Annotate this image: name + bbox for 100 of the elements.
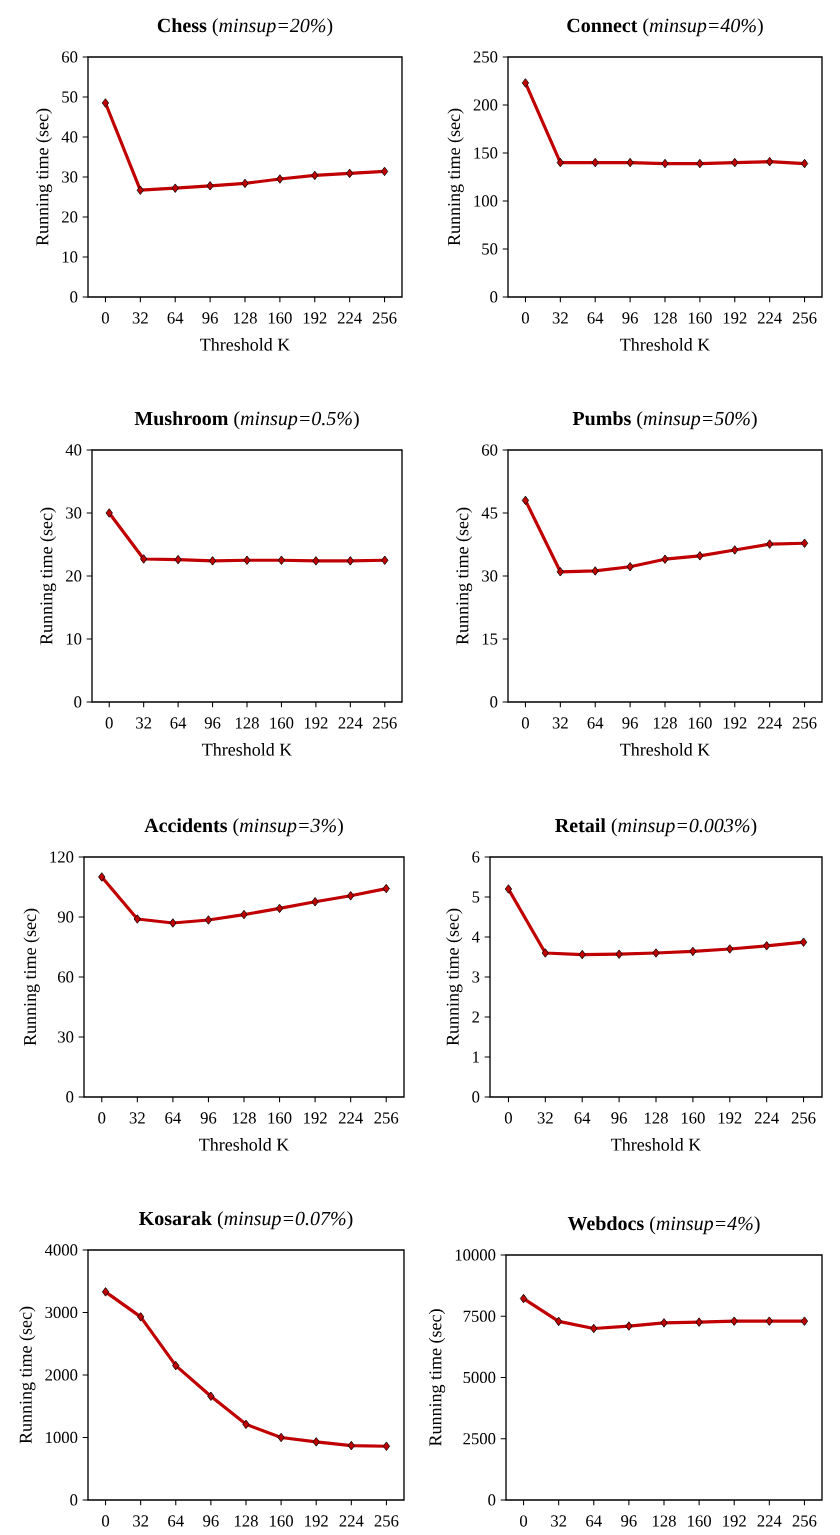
point <box>578 949 586 960</box>
point <box>206 181 214 191</box>
point <box>591 566 599 576</box>
y-tick-label: 2 <box>472 1011 480 1023</box>
y-tick-label: 20 <box>62 211 78 223</box>
x-axis-title: Threshold K <box>611 1138 702 1151</box>
point <box>800 538 809 548</box>
x-tick-label: 192 <box>304 717 328 729</box>
x-tick-label: 0 <box>521 312 529 324</box>
x-tick-label: 96 <box>611 1112 627 1124</box>
x-axis-title: Threshold K <box>199 1138 290 1151</box>
x-tick-label: 224 <box>338 717 363 729</box>
point <box>382 1441 391 1451</box>
point <box>652 948 660 958</box>
y-tick-label: 2500 <box>463 1433 496 1445</box>
x-tick-label: 0 <box>504 1112 512 1124</box>
point <box>174 554 182 565</box>
y-tick-label: 4000 <box>44 1244 78 1256</box>
x-tick-label: 128 <box>234 1515 258 1527</box>
y-tick-label: 30 <box>66 507 82 519</box>
point <box>661 554 669 564</box>
x-tick-label: 192 <box>305 1515 328 1527</box>
point <box>556 157 564 168</box>
point <box>556 567 564 577</box>
point <box>799 937 808 947</box>
point <box>625 1321 633 1331</box>
y-tick-label: 0 <box>490 291 498 303</box>
point <box>312 1437 320 1447</box>
x-tick-label: 224 <box>757 717 782 729</box>
x-tick-label: 224 <box>754 1112 779 1124</box>
x-axis-title: Threshold K <box>620 338 711 351</box>
x-tick-label: 32 <box>537 1112 553 1124</box>
chart-title: Pumbs (minsup=50%) <box>572 411 757 430</box>
x-tick-label: 32 <box>136 717 152 729</box>
y-tick-label: 5000 <box>463 1371 496 1384</box>
x-tick-label: 256 <box>792 1515 817 1527</box>
point <box>105 508 113 518</box>
point <box>766 539 774 549</box>
point <box>519 1293 528 1304</box>
point <box>696 551 704 561</box>
chart-title: Chess (minsup=20%) <box>157 18 333 37</box>
x-tick-label: 224 <box>757 1515 782 1527</box>
x-tick-label: 128 <box>644 1112 668 1124</box>
point <box>800 1316 809 1326</box>
point <box>133 914 141 924</box>
point <box>381 555 389 565</box>
x-tick-label: 192 <box>723 717 747 729</box>
x-tick-label: 192 <box>723 312 747 324</box>
x-tick-label: 256 <box>372 312 397 324</box>
x-tick-label: 160 <box>270 717 294 729</box>
x-tick-label: 96 <box>622 717 638 729</box>
x-tick-label: 64 <box>587 717 604 729</box>
y-tick-label: 20 <box>66 570 82 582</box>
y-tick-label: 5 <box>472 891 480 903</box>
y-tick-label: 1000 <box>46 1431 78 1444</box>
y-tick-label: 30 <box>482 570 498 582</box>
x-tick-label: 192 <box>718 1112 742 1124</box>
chart-title: Accidents (minsup=3%) <box>144 818 343 837</box>
y-tick-label: 150 <box>474 147 498 159</box>
point <box>521 78 530 88</box>
y-tick-label: 200 <box>473 99 498 111</box>
x-axis-title: Threshold K <box>620 743 711 756</box>
x-tick-label: 64 <box>574 1112 591 1124</box>
y-tick-label: 4 <box>471 931 480 943</box>
x-tick-label: 256 <box>373 717 397 729</box>
x-tick-label: 192 <box>303 312 327 324</box>
x-tick-label: 32 <box>132 312 148 324</box>
chart-title: Mushroom (minsup=0.5%) <box>134 411 359 430</box>
y-tick-label: 60 <box>482 444 498 456</box>
point <box>240 909 248 920</box>
point <box>730 1316 738 1326</box>
x-tick-label: 160 <box>681 1112 705 1124</box>
point <box>204 915 213 925</box>
y-tick-label: 2000 <box>45 1369 78 1381</box>
x-tick-label: 256 <box>792 312 817 324</box>
x-tick-label: 0 <box>105 717 113 729</box>
x-tick-label: 96 <box>200 1112 217 1124</box>
point <box>765 1316 773 1326</box>
point <box>696 158 704 169</box>
point <box>689 946 697 957</box>
point <box>347 891 355 901</box>
point <box>276 174 284 184</box>
x-tick-label: 64 <box>587 312 604 324</box>
point <box>275 903 284 914</box>
x-tick-label: 128 <box>653 717 677 729</box>
point <box>763 941 771 951</box>
x-tick-label: 32 <box>551 1515 567 1527</box>
x-tick-label: 32 <box>133 1515 149 1527</box>
y-tick-label: 10000 <box>455 1249 496 1261</box>
x-tick-label: 0 <box>102 1515 110 1527</box>
point <box>98 872 106 882</box>
point <box>661 158 669 169</box>
x-tick-label: 64 <box>586 1515 602 1527</box>
point <box>137 1312 145 1322</box>
point <box>626 157 634 168</box>
point <box>346 556 354 566</box>
y-tick-label: 0 <box>488 1494 496 1506</box>
y-tick-label: 60 <box>58 971 74 983</box>
x-tick-label: 192 <box>723 1515 746 1527</box>
point <box>615 949 623 959</box>
